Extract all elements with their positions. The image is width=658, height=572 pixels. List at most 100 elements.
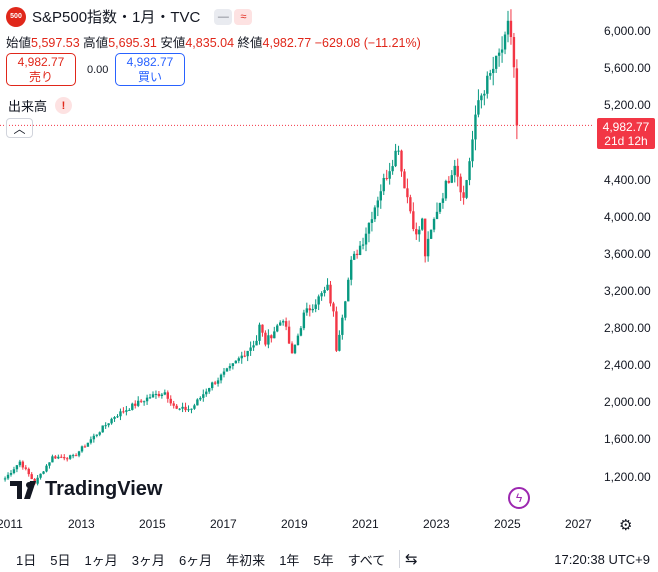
candle-body [210, 382, 214, 389]
buy-button[interactable]: 4,982.77 買い [115, 53, 185, 86]
collapse-legend-button[interactable]: ︿ [6, 118, 33, 138]
change-value: −629.08 (−11.21%) [314, 36, 421, 50]
candle [193, 403, 196, 410]
warning-icon[interactable]: ! [55, 97, 73, 114]
goto-date-icon[interactable]: ⇆ [405, 551, 418, 568]
candle [202, 389, 205, 402]
range-button[interactable]: 年初来 [226, 552, 266, 568]
candle [21, 460, 25, 470]
candle-body [426, 238, 430, 257]
candle [435, 202, 439, 220]
wave-icon[interactable]: ≈ [234, 8, 253, 25]
tradingview-logo[interactable]: TradingView [10, 478, 162, 501]
candle [477, 89, 480, 118]
candle-body [423, 218, 427, 257]
range-button[interactable]: すべて [347, 552, 386, 568]
candle [216, 377, 220, 387]
candle [225, 367, 229, 372]
candle [175, 403, 178, 410]
candle [77, 450, 81, 458]
candle-body [290, 343, 294, 354]
candle-body [148, 397, 152, 399]
candle [444, 179, 448, 201]
range-button[interactable]: 1ヶ月 [84, 552, 118, 568]
candle [196, 398, 199, 406]
indicator-pill[interactable]: — ≈ [214, 8, 253, 25]
candle-body [494, 55, 498, 69]
candle-body [54, 456, 57, 459]
candle-body [385, 177, 388, 179]
candle-body [184, 406, 187, 411]
candle [270, 334, 273, 343]
candle [3, 476, 7, 482]
candle-body [57, 456, 60, 459]
lightning-icon[interactable]: ϟ [508, 487, 530, 509]
candle-body [15, 465, 19, 470]
candle-body [403, 171, 406, 189]
time-tick: 2025 [494, 517, 521, 531]
candle-body [255, 340, 258, 346]
range-button[interactable]: 1日 [16, 552, 37, 568]
symbol-title[interactable]: S&P500指数・1月・TVC [32, 9, 201, 26]
candle-body [347, 279, 350, 302]
volume-legend[interactable]: 出来高 ! [8, 96, 73, 115]
candle [492, 56, 495, 86]
candle-body [83, 446, 87, 448]
candle-body [193, 405, 196, 409]
candle-body [450, 175, 453, 183]
candle-body [208, 388, 211, 392]
candle [456, 158, 459, 187]
candle [36, 475, 39, 486]
candle [429, 229, 433, 240]
range-button[interactable]: 5日 [50, 552, 71, 568]
candle [228, 363, 232, 371]
candle [415, 222, 418, 240]
candle [418, 226, 421, 242]
candle-body [314, 304, 317, 309]
candle [125, 405, 128, 416]
candle [341, 314, 344, 340]
gear-icon[interactable]: ⚙ [619, 517, 633, 534]
high-label: 高値 [83, 36, 109, 50]
range-button[interactable]: 5年 [313, 552, 334, 568]
sell-button[interactable]: 4,982.77 売り [6, 53, 76, 86]
candle [169, 395, 172, 406]
candle-body [30, 474, 33, 480]
candle-body [237, 358, 240, 361]
candle [426, 231, 430, 262]
range-button[interactable]: 6ヶ月 [178, 552, 213, 568]
candle-body [125, 410, 128, 412]
candle-body [12, 469, 16, 474]
candle-body [438, 202, 442, 212]
candle [364, 227, 368, 252]
range-button[interactable]: 3ヶ月 [131, 552, 165, 568]
candle [237, 356, 240, 364]
candle [113, 416, 116, 422]
minus-icon[interactable]: — [214, 8, 233, 25]
candle [317, 294, 320, 311]
candle [465, 179, 468, 200]
range-button[interactable]: 1年 [279, 552, 300, 568]
candle [258, 322, 261, 345]
candle-body [249, 347, 252, 351]
candle-body [480, 95, 483, 101]
candle [137, 396, 140, 408]
clock[interactable]: 17:20:38 UTC+9 [554, 552, 650, 567]
current-price: 4,982.77 [602, 120, 650, 134]
candle-body [98, 432, 101, 435]
candle-body [113, 417, 116, 419]
candle-body [341, 317, 344, 335]
candle [213, 380, 217, 385]
candle-body [492, 68, 495, 74]
candle-body [453, 165, 456, 176]
candle [74, 453, 78, 457]
candle-body [240, 355, 243, 359]
candle-body [172, 403, 175, 406]
candle [27, 467, 30, 477]
candle [480, 93, 483, 109]
candle-body [178, 408, 181, 410]
candle [107, 423, 110, 428]
open-label: 始値 [6, 36, 32, 50]
candle-body [281, 321, 285, 323]
